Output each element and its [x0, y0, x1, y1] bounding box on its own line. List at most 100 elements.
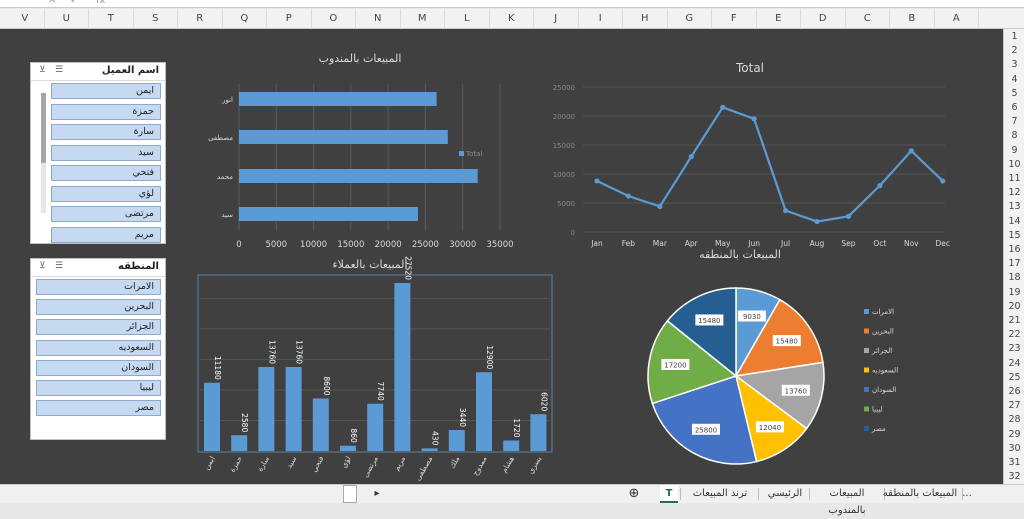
row-header[interactable]: 12: [1008, 187, 1021, 199]
row-header[interactable]: 31: [1008, 457, 1021, 468]
row-header[interactable]: 20: [1008, 300, 1021, 312]
slicer-item[interactable]: مريم: [51, 226, 161, 243]
category-label: سيد: [221, 211, 233, 219]
row-header[interactable]: 6: [1011, 102, 1018, 113]
row-header[interactable]: 29: [1008, 428, 1021, 440]
row-header[interactable]: 22: [1008, 329, 1021, 341]
slicer-item[interactable]: ليبيا: [36, 380, 161, 396]
sheet-tab[interactable]: المبيعات بالمندوب: [828, 488, 866, 516]
slicer-item[interactable]: السعوديه: [36, 339, 161, 356]
pie-slice: [651, 375, 758, 465]
column-header[interactable]: R: [178, 9, 223, 29]
multi-select-icon[interactable]: ☰: [55, 65, 64, 75]
row-header[interactable]: 24: [1008, 357, 1021, 369]
slicer-region[interactable]: المنطقه ☰ ⊻ الامرات البحرين الجزائر السعودي…: [30, 258, 166, 440]
row-header[interactable]: 28: [1008, 414, 1021, 426]
slicer-item[interactable]: السودان: [36, 359, 161, 376]
column-header[interactable]: E: [757, 9, 801, 29]
slicer-item[interactable]: ايمن: [51, 83, 161, 99]
slicer-item[interactable]: لؤي: [51, 185, 161, 202]
slicer-customer[interactable]: اسم العميل ☰ ⊻ ايمن حمزة سارة سيد فتحي لؤي مرت…: [30, 62, 166, 244]
row-header[interactable]: 26: [1008, 386, 1021, 397]
h-scroll-thumb[interactable]: [343, 485, 357, 503]
row-header[interactable]: 32: [1008, 471, 1021, 483]
add-sheet-icon[interactable]: ⊕: [628, 486, 640, 501]
cancel-icon[interactable]: ✕: [48, 0, 57, 6]
sheet-tab[interactable]: المبيعات بالمنطقه: [882, 488, 958, 499]
row-header[interactable]: 15: [1008, 229, 1021, 241]
sheet-tab-active[interactable]: T: [660, 485, 678, 503]
row-header[interactable]: 9: [1011, 144, 1018, 156]
row-header[interactable]: 11: [1008, 173, 1021, 184]
column-header[interactable]: J: [534, 9, 579, 29]
row-header[interactable]: 10: [1008, 158, 1021, 170]
slicer-item[interactable]: البحرين: [36, 299, 161, 316]
column-header[interactable]: F: [712, 9, 757, 29]
row-header[interactable]: 18: [1008, 272, 1021, 284]
sheet-tab[interactable]: الرئيسي: [767, 488, 803, 499]
slicer-item[interactable]: حمزة: [51, 103, 161, 120]
bar: [239, 130, 448, 144]
row-header[interactable]: 30: [1008, 442, 1021, 454]
column-header[interactable]: L: [445, 9, 490, 29]
column-header[interactable]: G: [668, 9, 712, 29]
column-header[interactable]: N: [356, 9, 401, 29]
row-header[interactable]: 23: [1008, 343, 1021, 355]
row-header[interactable]: 17: [1008, 258, 1021, 270]
column-header[interactable]: A: [935, 9, 979, 29]
sheet-tab[interactable]: ترند المبيعات: [692, 488, 748, 499]
tick-label: 5000: [557, 200, 575, 208]
slicer-item[interactable]: مرتضى: [51, 206, 161, 222]
chart-title-rep: المبيعات بالمندوب: [318, 52, 402, 65]
slicer-item[interactable]: سارة: [51, 124, 161, 140]
column-header[interactable]: P: [267, 9, 312, 29]
formula-bar[interactable]: ✕ ✓ fx: [0, 0, 1024, 8]
column-header[interactable]: D: [801, 9, 846, 29]
row-header[interactable]: 3: [1011, 59, 1018, 71]
column-header[interactable]: S: [134, 9, 178, 29]
clear-filter-icon[interactable]: ⊻: [39, 261, 46, 271]
enter-icon[interactable]: ✓: [70, 0, 79, 6]
row-header[interactable]: 7: [1011, 116, 1018, 128]
row-header[interactable]: 19: [1008, 286, 1021, 298]
row-header[interactable]: 5: [1011, 87, 1018, 99]
multi-select-icon[interactable]: ☰: [55, 261, 64, 271]
row-header[interactable]: 2: [1011, 45, 1018, 57]
data-point: [594, 178, 600, 184]
slicer-item[interactable]: الجزائر: [36, 319, 161, 336]
column-header[interactable]: M: [401, 9, 445, 29]
row-header[interactable]: 1: [1011, 31, 1018, 42]
column-header[interactable]: V: [6, 9, 45, 29]
column-header[interactable]: I: [579, 9, 623, 29]
row-header[interactable]: 16: [1008, 244, 1021, 255]
row-header[interactable]: 13: [1008, 201, 1021, 213]
slicer-scrollbar[interactable]: [41, 93, 46, 213]
fx-icon[interactable]: fx: [96, 0, 106, 6]
scroll-right-icon[interactable]: ▸: [374, 488, 380, 499]
data-label: 13760: [295, 340, 304, 364]
row-header[interactable]: 4: [1011, 73, 1018, 85]
row-header[interactable]: 8: [1011, 130, 1018, 142]
row-header[interactable]: 27: [1008, 400, 1021, 412]
column-header[interactable]: Q: [223, 9, 267, 29]
column-header[interactable]: U: [45, 9, 89, 29]
clear-filter-icon[interactable]: ⊻: [39, 65, 46, 75]
sheet-tab[interactable]: ...: [962, 488, 972, 499]
column-header[interactable]: H: [623, 9, 668, 29]
slicer-item[interactable]: مصر: [36, 400, 161, 417]
column-header[interactable]: K: [490, 9, 534, 29]
data-point: [751, 116, 757, 122]
row-header[interactable]: 21: [1008, 315, 1021, 326]
scroll-thumb[interactable]: [41, 93, 46, 163]
row-header[interactable]: 25: [1008, 371, 1021, 383]
slicer-item[interactable]: سيد: [51, 144, 161, 161]
x-tick-label: Jun: [747, 239, 760, 248]
column-header[interactable]: T: [89, 9, 134, 29]
slicer-item[interactable]: الامرات: [36, 279, 161, 295]
slicer-item[interactable]: فتحي: [51, 165, 161, 181]
column-header[interactable]: B: [890, 9, 935, 29]
column-header[interactable]: O: [312, 9, 356, 29]
column-header[interactable]: C: [846, 9, 890, 29]
row-header[interactable]: 14: [1008, 215, 1021, 227]
plot-frame: [197, 274, 553, 453]
